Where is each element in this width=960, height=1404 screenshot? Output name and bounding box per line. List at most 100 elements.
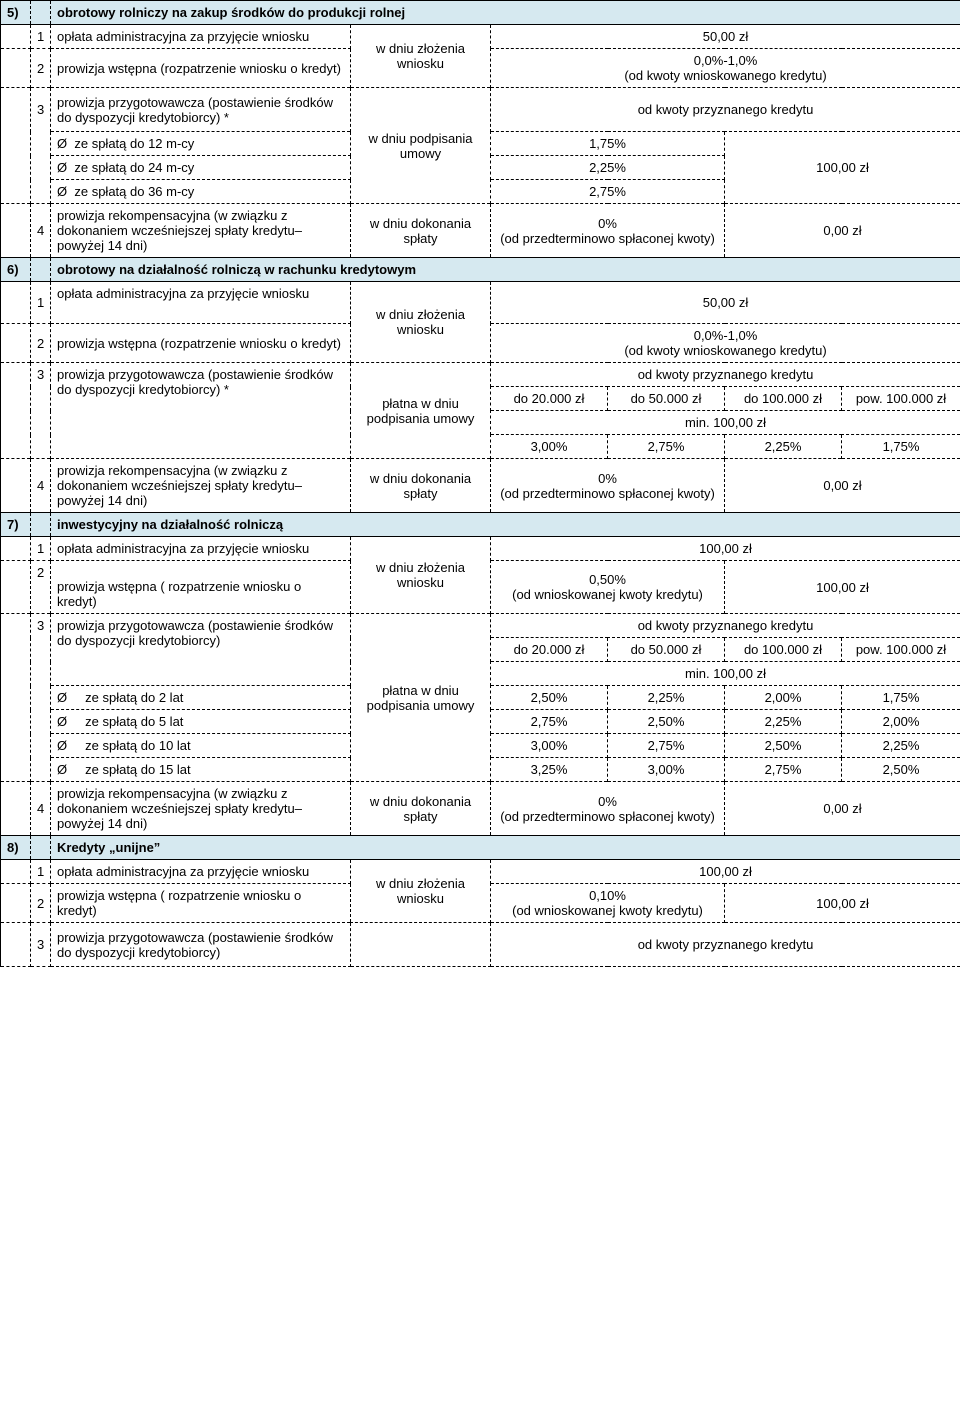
row-num: 3 — [31, 88, 51, 132]
value: 2,50% — [842, 758, 960, 782]
value: 2,75% — [725, 758, 842, 782]
section-8-num: 8) — [1, 836, 31, 860]
when: w dniu dokonania spłaty — [351, 459, 491, 513]
fee-label: prowizja przygotowawcza (postawienie śro… — [51, 614, 351, 686]
section-5-num: 5) — [1, 1, 31, 25]
cell — [31, 710, 51, 734]
cell — [1, 411, 31, 435]
value: min. 100,00 zł — [491, 662, 960, 686]
bracket: do 50.000 zł — [608, 387, 725, 411]
section-7-title: inwestycyjny na działalność rolniczą — [51, 513, 960, 537]
cell — [31, 1, 51, 25]
value: 0,00 zł — [725, 459, 960, 513]
value: 2,25% — [725, 435, 842, 459]
value: od kwoty przyznanego kredytu — [491, 614, 960, 638]
cell — [31, 258, 51, 282]
value: 3,00% — [491, 734, 608, 758]
fee-table: 5) obrotowy rolniczy na zakup środków do… — [0, 0, 960, 967]
bracket: do 20.000 zł — [491, 638, 608, 662]
value: 0,10%(od wnioskowanej kwoty kredytu) — [491, 884, 725, 923]
cell — [31, 734, 51, 758]
bracket: do 100.000 zł — [725, 387, 842, 411]
fee-label: prowizja wstępna (rozpatrzenie wniosku o… — [51, 324, 351, 363]
cell — [1, 204, 31, 258]
value: 0,0%-1,0%(od kwoty wnioskowanego kredytu… — [491, 49, 960, 88]
cell — [1, 459, 31, 513]
row-num: 2 — [31, 884, 51, 923]
value: 0%(od przedterminowo spłaconej kwoty) — [491, 204, 725, 258]
value: 0,50%(od wnioskowanej kwoty kredytu) — [491, 561, 725, 614]
value: 2,25% — [725, 710, 842, 734]
value: 0,00 zł — [725, 204, 960, 258]
value: od kwoty przyznanego kredytu — [491, 363, 960, 387]
fee-label: opłata administracyjna za przyjęcie wnio… — [51, 25, 351, 49]
value: 0%(od przedterminowo spłaconej kwoty) — [491, 782, 725, 836]
bracket: do 100.000 zł — [725, 638, 842, 662]
value: 2,50% — [725, 734, 842, 758]
when: w dniu złożenia wniosku — [351, 282, 491, 363]
cell — [1, 25, 31, 49]
when: w dniu złożenia wniosku — [351, 25, 491, 88]
when: w dniu złożenia wniosku — [351, 537, 491, 614]
cell — [1, 324, 31, 363]
repay-label: Øze spłatą do 2 lat — [51, 686, 351, 710]
cell — [31, 513, 51, 537]
section-5-title: obrotowy rolniczy na zakup środków do pr… — [51, 1, 960, 25]
value: 50,00 zł — [491, 282, 960, 324]
cell — [1, 710, 31, 734]
row-num: 4 — [31, 204, 51, 258]
value: 2,50% — [608, 710, 725, 734]
value: 100,00 zł — [725, 132, 960, 204]
cell — [1, 537, 31, 561]
cell — [1, 662, 31, 686]
when: płatna w dniu podpisania umowy — [351, 363, 491, 459]
row-num: 3 — [31, 614, 51, 638]
value: 2,25% — [608, 686, 725, 710]
value: 3,25% — [491, 758, 608, 782]
when: płatna w dniu podpisania umowy — [351, 614, 491, 782]
value: 100,00 zł — [491, 860, 960, 884]
value: 1,75% — [491, 132, 725, 156]
cell — [31, 132, 51, 156]
value: 3,00% — [491, 435, 608, 459]
when: w dniu dokonania spłaty — [351, 782, 491, 836]
fee-label: prowizja przygotowawcza (postawienie śro… — [51, 923, 351, 967]
fee-label: opłata administracyjna za przyjęcie wnio… — [51, 537, 351, 561]
row-num: 1 — [31, 282, 51, 324]
cell — [1, 88, 31, 132]
bracket: do 20.000 zł — [491, 387, 608, 411]
fee-label: prowizja wstępna (rozpatrzenie wniosku o… — [51, 49, 351, 88]
fee-label: prowizja rekompensacyjna (w związku z do… — [51, 782, 351, 836]
fee-label: prowizja przygotowawcza (postawienie śro… — [51, 363, 351, 459]
row-num: 2 — [31, 49, 51, 88]
cell — [31, 836, 51, 860]
cell — [31, 758, 51, 782]
value: 50,00 zł — [491, 25, 960, 49]
section-6-title: obrotowy na działalność rolniczą w rachu… — [51, 258, 960, 282]
cell — [1, 758, 31, 782]
bracket: do 50.000 zł — [608, 638, 725, 662]
value: 2,75% — [608, 435, 725, 459]
cell — [31, 662, 51, 686]
cell — [31, 411, 51, 435]
cell — [1, 156, 31, 180]
row-num: 2 — [31, 561, 51, 614]
repay-label: Ø ze spłatą do 12 m-cy — [51, 132, 351, 156]
fee-label: prowizja wstępna ( rozpatrzenie wniosku … — [51, 884, 351, 923]
fee-label: opłata administracyjna za przyjęcie wnio… — [51, 860, 351, 884]
cell — [1, 614, 31, 638]
cell — [1, 860, 31, 884]
fee-label: prowizja rekompensacyjna (w związku z do… — [51, 459, 351, 513]
fee-label: prowizja przygotowawcza (postawienie śro… — [51, 88, 351, 132]
cell — [31, 435, 51, 459]
repay-label: Øze spłatą do 5 lat — [51, 710, 351, 734]
row-num: 1 — [31, 860, 51, 884]
cell — [1, 282, 31, 324]
bracket: pow. 100.000 zł — [842, 387, 960, 411]
value: 2,25% — [842, 734, 960, 758]
cell — [1, 638, 31, 662]
cell — [1, 686, 31, 710]
value: 100,00 zł — [725, 561, 960, 614]
cell — [1, 180, 31, 204]
fee-label: opłata administracyjna za przyjęcie wnio… — [51, 282, 351, 324]
